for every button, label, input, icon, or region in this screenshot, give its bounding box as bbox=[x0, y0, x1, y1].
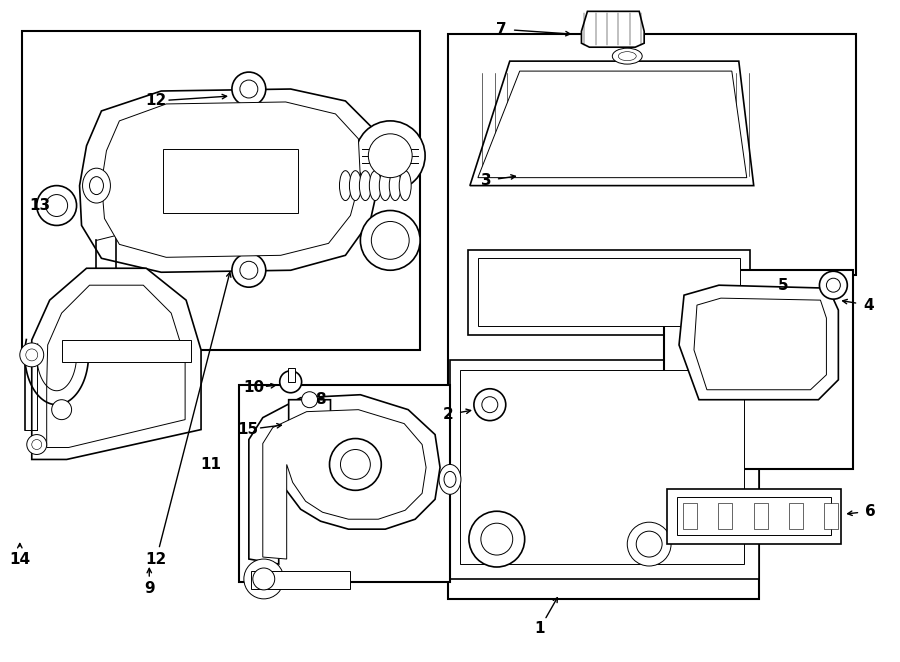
Circle shape bbox=[368, 134, 412, 177]
Text: 5: 5 bbox=[778, 277, 789, 293]
Circle shape bbox=[253, 568, 274, 590]
Circle shape bbox=[482, 397, 498, 412]
Circle shape bbox=[329, 438, 382, 491]
Text: 6: 6 bbox=[865, 504, 876, 519]
Circle shape bbox=[20, 343, 44, 367]
Text: 1: 1 bbox=[535, 621, 544, 636]
Text: 9: 9 bbox=[144, 581, 155, 596]
Circle shape bbox=[636, 531, 662, 557]
Bar bbox=[478, 258, 740, 326]
Bar bbox=[753, 503, 768, 529]
Circle shape bbox=[232, 72, 266, 106]
Circle shape bbox=[240, 80, 257, 98]
Ellipse shape bbox=[439, 465, 461, 495]
Text: 12: 12 bbox=[146, 551, 166, 567]
Text: 14: 14 bbox=[9, 551, 31, 567]
Circle shape bbox=[627, 522, 671, 566]
Polygon shape bbox=[679, 285, 839, 400]
Polygon shape bbox=[263, 410, 426, 559]
Circle shape bbox=[360, 211, 420, 270]
Bar bbox=[789, 503, 803, 529]
Text: 4: 4 bbox=[863, 298, 874, 312]
Polygon shape bbox=[694, 298, 826, 390]
Bar bbox=[460, 370, 743, 564]
Ellipse shape bbox=[612, 48, 643, 64]
Circle shape bbox=[302, 392, 318, 408]
Ellipse shape bbox=[400, 171, 411, 201]
Ellipse shape bbox=[390, 171, 401, 201]
Bar bbox=[22, 31, 420, 350]
Circle shape bbox=[280, 371, 302, 393]
Polygon shape bbox=[248, 395, 440, 564]
Circle shape bbox=[474, 389, 506, 420]
Ellipse shape bbox=[444, 471, 456, 487]
Ellipse shape bbox=[369, 171, 382, 201]
Circle shape bbox=[46, 195, 68, 216]
Circle shape bbox=[32, 440, 41, 449]
Polygon shape bbox=[581, 11, 644, 47]
Text: 2: 2 bbox=[443, 407, 454, 422]
Bar bbox=[718, 503, 733, 529]
Ellipse shape bbox=[349, 171, 362, 201]
Text: 12: 12 bbox=[146, 93, 166, 109]
Bar bbox=[824, 503, 839, 529]
Bar bbox=[683, 503, 697, 529]
Text: 15: 15 bbox=[238, 422, 258, 437]
Bar bbox=[251, 571, 350, 589]
Text: 11: 11 bbox=[201, 457, 221, 472]
Bar bbox=[61, 340, 191, 362]
Text: 10: 10 bbox=[243, 380, 265, 395]
Bar bbox=[468, 250, 750, 335]
Ellipse shape bbox=[339, 171, 351, 201]
Bar bbox=[288, 368, 294, 382]
Polygon shape bbox=[450, 330, 759, 579]
Polygon shape bbox=[102, 102, 360, 258]
Ellipse shape bbox=[89, 177, 104, 195]
Bar bbox=[163, 149, 298, 214]
Text: 13: 13 bbox=[29, 198, 50, 213]
Polygon shape bbox=[470, 61, 753, 185]
Polygon shape bbox=[448, 34, 856, 599]
Ellipse shape bbox=[618, 52, 636, 61]
Circle shape bbox=[26, 349, 38, 361]
Text: 8: 8 bbox=[315, 392, 326, 407]
Circle shape bbox=[469, 511, 525, 567]
Circle shape bbox=[27, 434, 47, 455]
Circle shape bbox=[240, 261, 257, 279]
Bar bbox=[238, 385, 450, 582]
Polygon shape bbox=[32, 268, 201, 459]
Circle shape bbox=[481, 523, 513, 555]
Polygon shape bbox=[478, 71, 747, 177]
Circle shape bbox=[232, 254, 266, 287]
Circle shape bbox=[819, 271, 847, 299]
Circle shape bbox=[826, 278, 841, 292]
Polygon shape bbox=[47, 285, 185, 448]
Polygon shape bbox=[289, 400, 330, 444]
Circle shape bbox=[356, 121, 425, 191]
Circle shape bbox=[244, 559, 284, 599]
Text: 7: 7 bbox=[497, 22, 507, 37]
Ellipse shape bbox=[83, 168, 111, 203]
Bar bbox=[677, 497, 832, 535]
Circle shape bbox=[372, 222, 410, 260]
Ellipse shape bbox=[359, 171, 372, 201]
Circle shape bbox=[51, 400, 72, 420]
Circle shape bbox=[340, 449, 370, 479]
Polygon shape bbox=[79, 89, 381, 272]
Text: 3: 3 bbox=[481, 173, 491, 188]
Bar bbox=[664, 270, 853, 469]
Ellipse shape bbox=[379, 171, 392, 201]
Circle shape bbox=[37, 185, 76, 226]
Bar bbox=[667, 489, 842, 544]
